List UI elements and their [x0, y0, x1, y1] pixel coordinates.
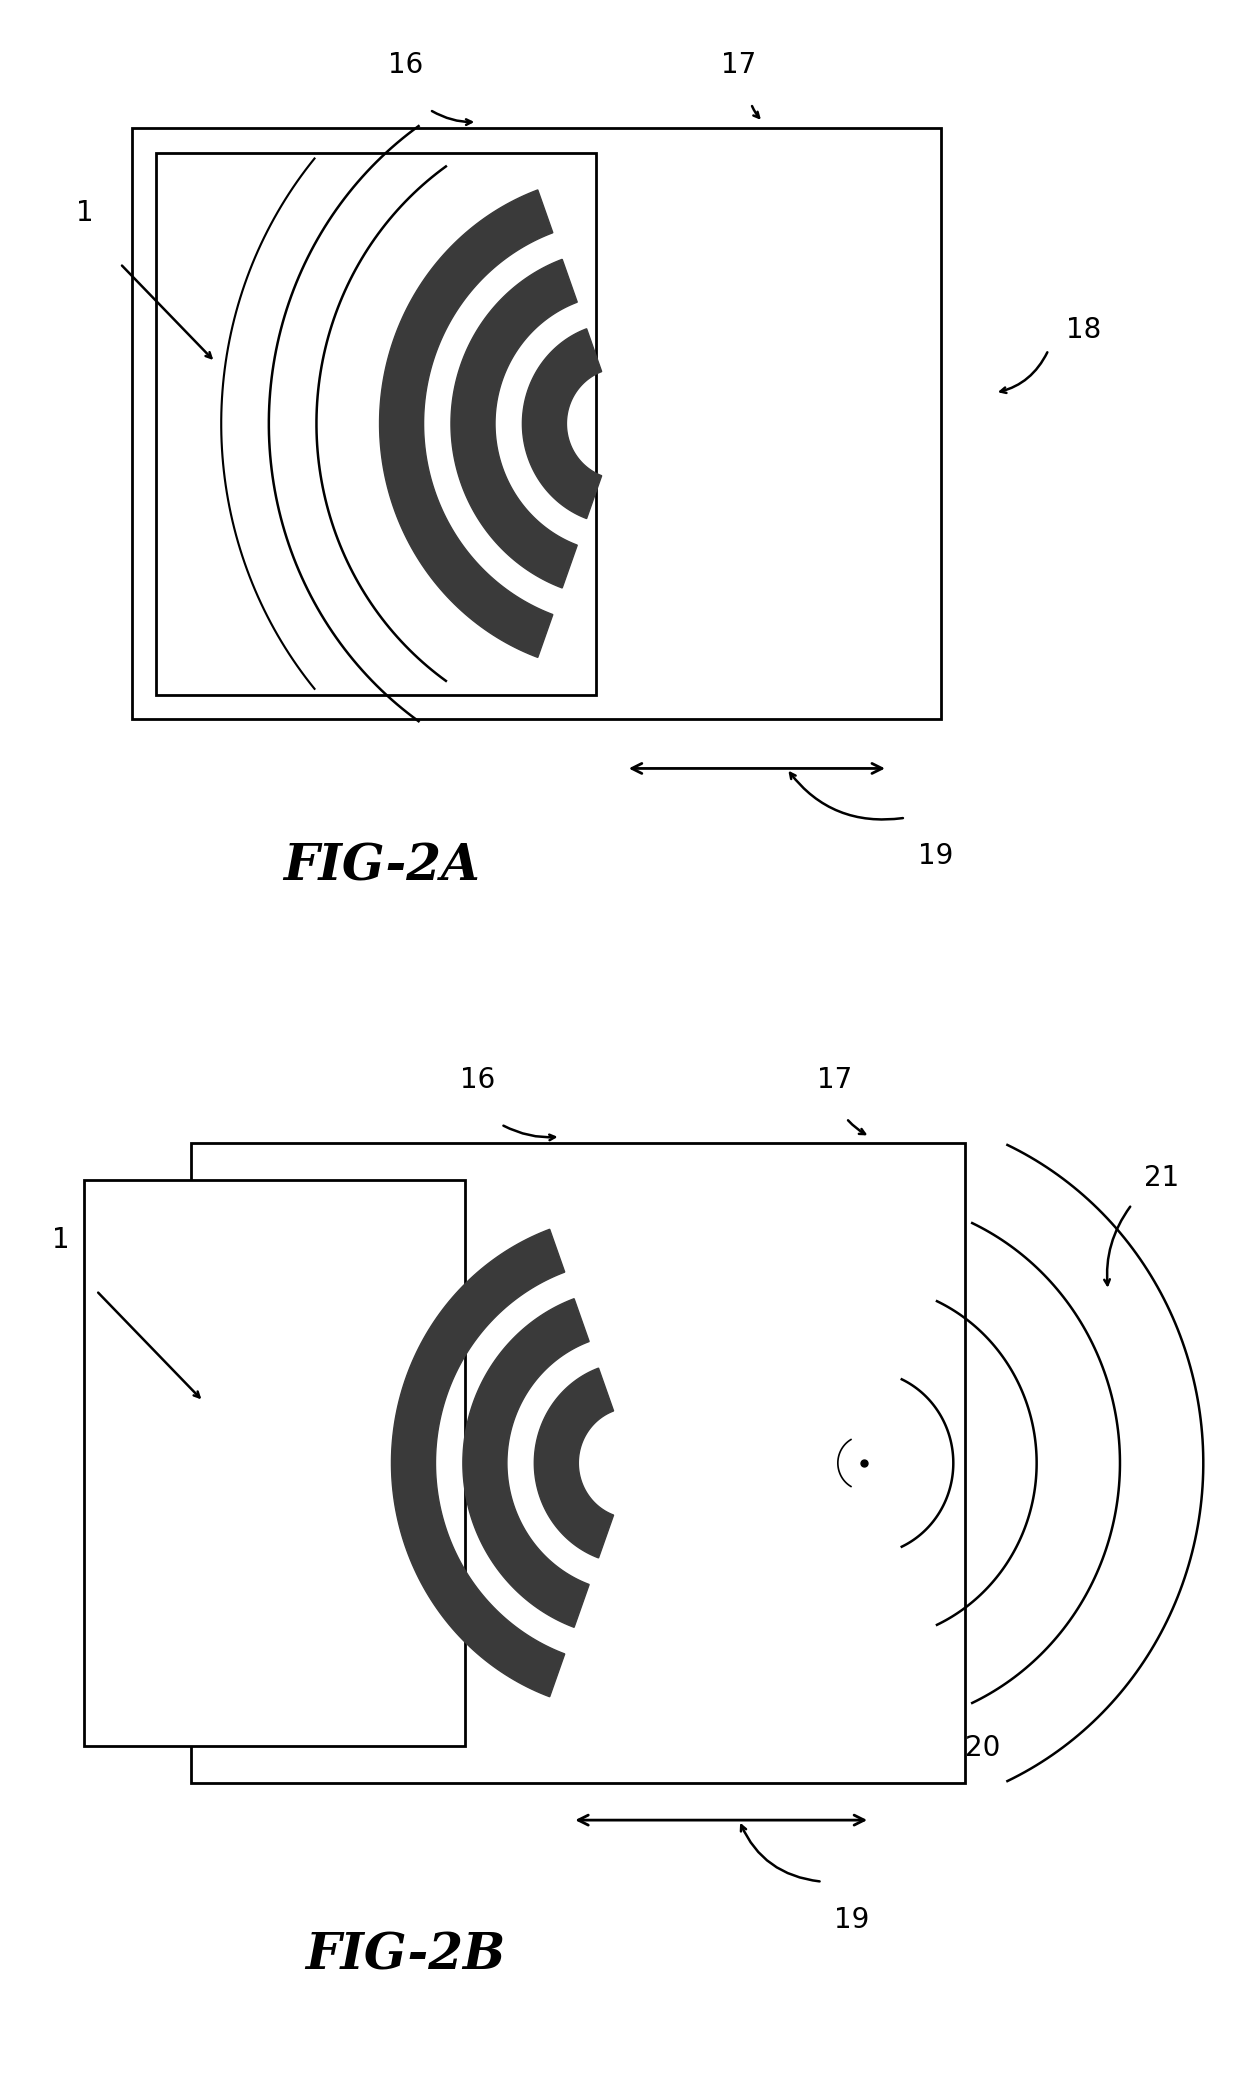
Polygon shape	[463, 1300, 589, 1626]
Bar	[156, 153, 596, 694]
Text: 16: 16	[388, 50, 423, 80]
Polygon shape	[522, 329, 601, 518]
Polygon shape	[534, 1369, 614, 1557]
Text: 18: 18	[1066, 316, 1101, 344]
Polygon shape	[451, 260, 578, 589]
Text: 17: 17	[817, 1065, 852, 1094]
Bar	[84, 1180, 465, 1746]
Text: 19: 19	[835, 1907, 869, 1935]
Text: 16: 16	[460, 1065, 495, 1094]
Text: 21: 21	[1143, 1163, 1179, 1193]
Text: FIG-2A: FIG-2A	[284, 843, 480, 891]
Polygon shape	[379, 191, 553, 658]
Bar	[191, 1142, 965, 1784]
Polygon shape	[392, 1228, 564, 1698]
Text: 1: 1	[52, 1226, 69, 1253]
Bar	[131, 128, 941, 719]
Text: 19: 19	[918, 843, 954, 870]
Text: FIG-2B: FIG-2B	[305, 1930, 506, 1981]
Text: 20: 20	[966, 1733, 1001, 1763]
Text: 1: 1	[76, 199, 93, 226]
Text: 17: 17	[722, 50, 756, 80]
